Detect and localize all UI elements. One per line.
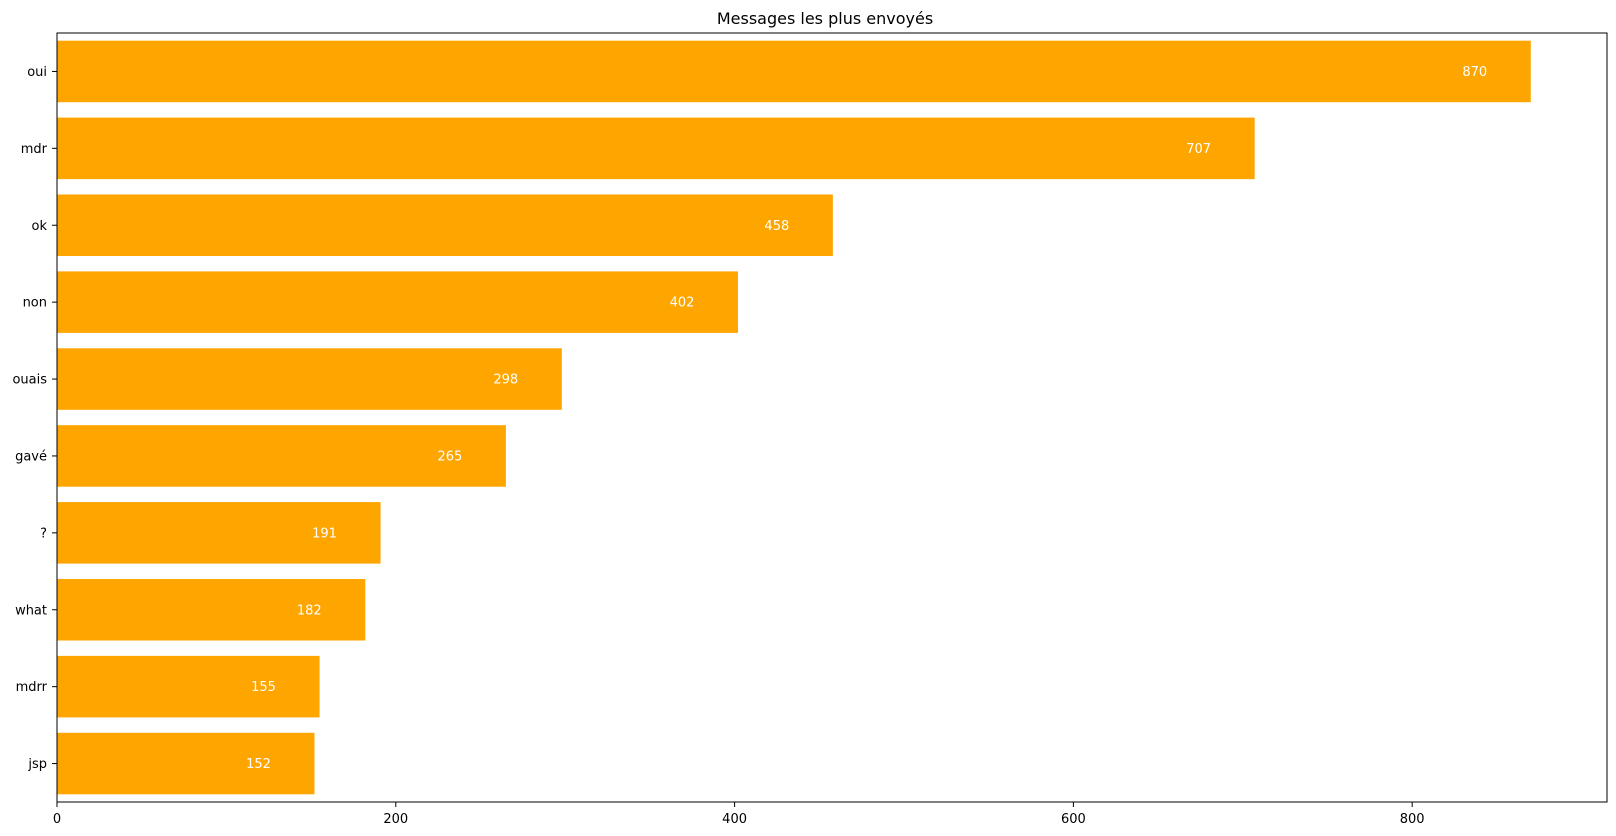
- bar-2: [57, 194, 833, 257]
- bar-value-label-0: 870: [1462, 65, 1487, 80]
- bars-layer: [57, 40, 1531, 795]
- y-tick-label-3: non: [23, 296, 47, 311]
- y-tick-label-2: ok: [32, 219, 48, 234]
- y-tick-label-7: what: [15, 603, 47, 618]
- bar-value-label-5: 265: [437, 450, 462, 465]
- bar-0: [57, 40, 1531, 103]
- x-tick-label-0: 0: [53, 812, 61, 827]
- y-tick-label-8: mdrr: [16, 680, 48, 695]
- y-tick-label-6: ?: [40, 526, 47, 541]
- y-tick-label-4: ouais: [12, 373, 47, 388]
- bar-7: [57, 578, 366, 641]
- bar-value-label-4: 298: [493, 373, 518, 388]
- bar-value-label-9: 152: [246, 757, 271, 772]
- plot-frame: [56, 32, 1608, 803]
- bar-4: [57, 348, 562, 410]
- chart-title: Messages les plus envoyés: [717, 9, 933, 28]
- x-tick-label-1: 200: [383, 812, 408, 827]
- bar-5: [57, 425, 506, 487]
- bar-value-label-2: 458: [764, 219, 789, 234]
- y-tick-label-0: oui: [27, 65, 47, 80]
- x-tick-label-3: 600: [1061, 812, 1086, 827]
- data-labels-layer: 870 707 458 402 298 265 191 182 155 152: [246, 65, 1487, 772]
- bar-9: [57, 732, 315, 795]
- y-tick-label-1: mdr: [21, 142, 48, 157]
- y-tick-label-5: gavé: [15, 450, 47, 465]
- bar-1: [57, 117, 1255, 180]
- y-axis: oui mdr ok non ouais gavé? what mdrr jsp: [12, 65, 57, 772]
- x-tick-label-4: 800: [1400, 812, 1425, 827]
- y-tick-label-9: jsp: [27, 757, 47, 772]
- x-tick-label-2: 400: [722, 812, 747, 827]
- bar-value-label-6: 191: [312, 526, 337, 541]
- bar-8: [57, 655, 320, 718]
- bar-6: [57, 502, 381, 564]
- bar-value-label-8: 155: [251, 680, 276, 695]
- x-axis: 0 200 400 600 800: [53, 802, 1425, 827]
- bar-value-label-7: 182: [297, 603, 322, 618]
- bar-value-label-3: 402: [670, 296, 695, 311]
- bar-3: [57, 271, 738, 333]
- bar-value-label-1: 707: [1186, 142, 1211, 157]
